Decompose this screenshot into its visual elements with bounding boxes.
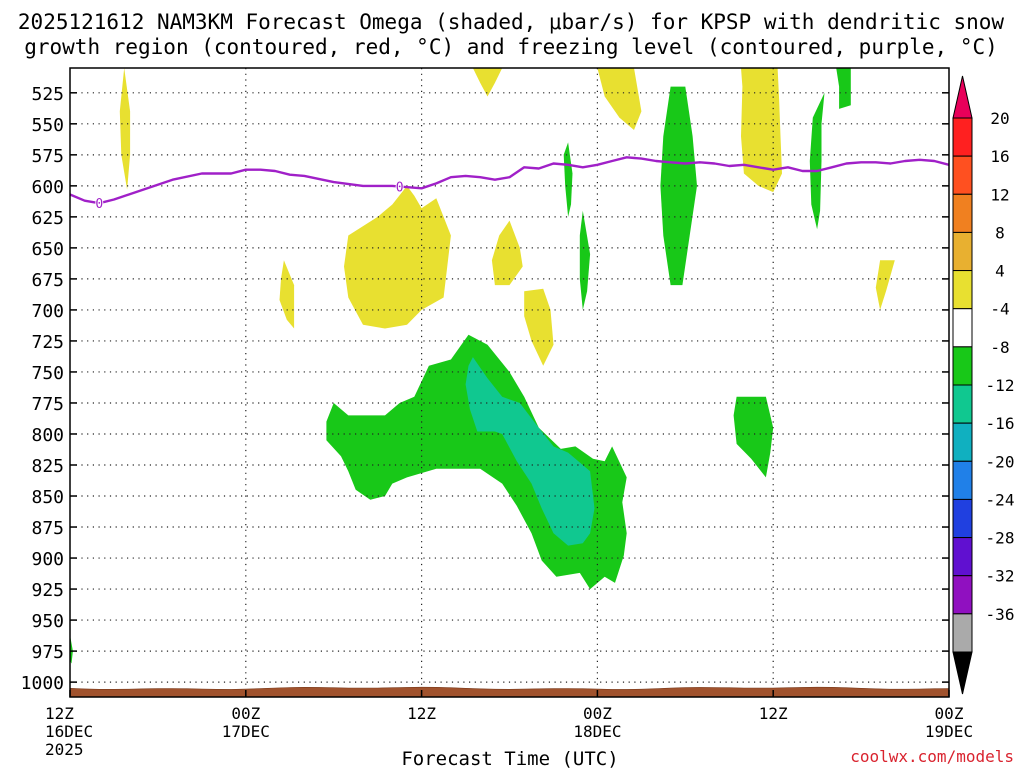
colorbar-segment-7 — [952, 384, 973, 424]
colorbar-label-2: 12 — [990, 185, 1009, 204]
y-tick-label-1000: 1000 — [21, 673, 64, 694]
x-tick-label-24-0: 12Z — [407, 704, 436, 723]
omega-region-9 — [836, 68, 851, 109]
colorbar-label-7: -12 — [986, 376, 1015, 395]
omega-region-12 — [563, 142, 573, 217]
colorbar: 20 16 12 8 4 -4 -8 -12 -16 -20 -24 -28 -32 -36 — [952, 75, 1015, 695]
colorbar-segment-3 — [952, 231, 973, 272]
colorbar-segment-10 — [952, 498, 973, 539]
colorbar-segment-0 — [952, 117, 973, 157]
colorbar-label-5: -4 — [990, 300, 1009, 319]
y-tick-label-725: 725 — [31, 332, 64, 353]
colorbar-label-13: -36 — [986, 605, 1015, 624]
y-tick-label-600: 600 — [31, 177, 64, 198]
x-tick-label-0-1: 16DEC — [45, 722, 93, 741]
y-tick-label-850: 850 — [31, 487, 64, 508]
colorbar-segment-13 — [952, 613, 973, 653]
y-tick-label-750: 750 — [31, 363, 64, 384]
colorbar-label-3: 8 — [995, 223, 1005, 242]
colorbar-label-6: -8 — [990, 338, 1009, 357]
colorbar-segment-5 — [952, 308, 973, 348]
plot-frame — [69, 67, 950, 698]
x-axis-label: Forecast Time (UTC) — [401, 748, 618, 768]
omega-region-13 — [579, 210, 591, 310]
y-tick-label-525: 525 — [31, 84, 64, 105]
x-tick-label-48-0: 12Z — [759, 704, 788, 723]
colorbar-segment-1 — [952, 155, 973, 195]
colorbar-segment-4 — [952, 270, 973, 310]
omega-shaded-regions — [70, 68, 895, 664]
colorbar-label-1: 16 — [990, 147, 1009, 166]
freezing-level-label-1: 0 — [396, 180, 404, 195]
y-axis-ticks: 525 550 575 600 625 650 675 700 725 750 775 800 825 8… — [21, 84, 949, 694]
colorbar-segment-12 — [952, 575, 973, 615]
freezing-level-label-bg-0 — [95, 197, 104, 210]
omega-region-8 — [875, 260, 895, 310]
freezing-level-line — [69, 156, 950, 205]
x-tick-label-0-2: 2025 — [45, 740, 84, 759]
colorbar-label-8: -16 — [986, 414, 1015, 433]
x-tick-label-60-0: 00Z — [935, 704, 964, 723]
x-tick-label-36-0: 00Z — [583, 704, 612, 723]
omega-region-0 — [119, 68, 131, 190]
omega-region-3 — [741, 68, 782, 193]
colorbar-label-9: -20 — [986, 452, 1015, 471]
x-tick-label-60-1: 19DEC — [925, 722, 973, 741]
omega-region-4 — [279, 260, 295, 329]
omega-region-10 — [809, 92, 825, 230]
omega-region-7 — [524, 288, 554, 366]
y-tick-label-825: 825 — [31, 456, 64, 477]
x-tick-label-12-1: 17DEC — [222, 722, 270, 741]
y-tick-label-700: 700 — [31, 301, 64, 322]
omega-region-5 — [344, 185, 451, 329]
y-tick-label-950: 950 — [31, 611, 64, 632]
terrain-fill — [69, 686, 950, 698]
chart-title-line2: growth region (contoured, red, °C) and f… — [24, 35, 998, 59]
omega-region-2 — [597, 68, 642, 130]
colorbar-label-0: 20 — [990, 109, 1009, 128]
omega-region-14 — [733, 396, 774, 478]
freezing-level-label-0: 0 — [95, 197, 103, 212]
y-tick-label-575: 575 — [31, 146, 64, 167]
omega-region-11 — [660, 86, 697, 286]
colorbar-segment-6 — [952, 346, 973, 386]
colorbar-bottom-arrow — [952, 651, 973, 695]
colorbar-segment-2 — [952, 193, 973, 233]
colorbar-segment-9 — [952, 460, 973, 500]
chart-title-line1: 2025121612 NAM3KM Forecast Omega (shaded… — [18, 10, 1005, 34]
colorbar-label-4: 4 — [995, 262, 1005, 281]
x-tick-label-12-0: 00Z — [231, 704, 260, 723]
y-tick-label-550: 550 — [31, 115, 64, 136]
colorbar-top-arrow — [952, 75, 973, 119]
x-tick-label-0-0: 12Z — [45, 704, 74, 723]
y-tick-label-775: 775 — [31, 394, 64, 415]
y-tick-label-975: 975 — [31, 642, 64, 663]
grid-lines — [70, 68, 949, 697]
x-tick-label-36-1: 18DEC — [573, 722, 621, 741]
y-tick-label-875: 875 — [31, 518, 64, 539]
omega-region-1 — [472, 68, 503, 97]
colorbar-label-12: -32 — [986, 567, 1015, 586]
y-tick-label-675: 675 — [31, 270, 64, 291]
y-tick-label-800: 800 — [31, 425, 64, 446]
y-tick-label-900: 900 — [31, 549, 64, 570]
omega-region-17 — [465, 357, 595, 546]
freezing-level-label-bg-1 — [395, 180, 404, 193]
colorbar-label-11: -28 — [986, 529, 1015, 548]
freezing-level-contour: 00 — [69, 156, 950, 212]
colorbar-segment-8 — [952, 422, 973, 462]
y-tick-label-925: 925 — [31, 580, 64, 601]
terrain-band — [69, 686, 950, 698]
y-tick-label-650: 650 — [31, 239, 64, 260]
omega-region-6 — [491, 220, 523, 286]
colorbar-segment-11 — [952, 537, 973, 577]
y-tick-label-625: 625 — [31, 208, 64, 229]
colorbar-label-10: -24 — [986, 490, 1015, 509]
credit-label[interactable]: coolwx.com/models — [850, 747, 1014, 766]
